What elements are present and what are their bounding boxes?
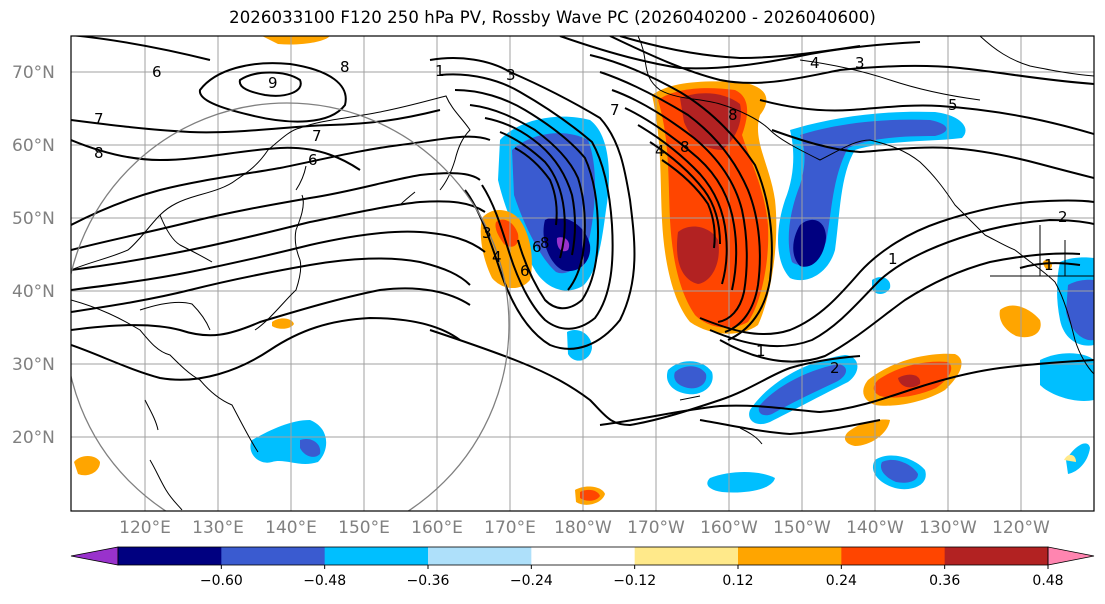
- lon-tick-label: 130°W: [919, 518, 977, 538]
- contour-label: 1: [1044, 256, 1054, 274]
- contour-label: 7: [610, 101, 620, 119]
- colorbar-tick-label: 0.36: [929, 573, 960, 589]
- colorbar-tick-label: −0.48: [303, 573, 346, 589]
- contour-label: 4: [810, 54, 820, 72]
- contour-label: 6: [520, 262, 530, 280]
- colorbar-extend-low: [70, 546, 119, 566]
- map-title: 2026033100 F120 250 hPa PV, Rossby Wave …: [229, 8, 876, 27]
- lon-tick-label: 180°W: [554, 518, 612, 538]
- contour-label: 9: [268, 74, 278, 92]
- contour-label: 8: [680, 138, 690, 156]
- contour-label: 6: [532, 238, 542, 256]
- colorbar-tick-label: −0.12: [613, 573, 656, 589]
- contour-label: 7: [312, 127, 322, 145]
- colorbar-segment: [221, 547, 326, 565]
- contour-label: 3: [506, 66, 516, 84]
- colorbar-segment: [944, 547, 1049, 565]
- colorbar-tick-label: −0.36: [407, 573, 450, 589]
- contour-label: 3: [855, 54, 865, 72]
- lon-tick-label: 130°E: [192, 518, 244, 538]
- colorbar-segment: [634, 547, 739, 565]
- pv-contour-labels: 6 8 9 7 7 8 6 1 3 4 3 5 7 8 8 4 6 3 4 6 …: [94, 54, 1068, 377]
- lon-tick-label: 120°W: [992, 518, 1050, 538]
- contour-label: 1: [888, 250, 898, 268]
- contour-label: 4: [655, 142, 665, 160]
- contour-label: 3: [482, 224, 492, 242]
- lat-tick-label: 20°N: [12, 428, 55, 448]
- colorbar-segment: [428, 547, 532, 565]
- map-frame: [70, 35, 1095, 512]
- contour-label: 4: [492, 248, 502, 266]
- colorbar-tick-label: 0.48: [1032, 573, 1063, 589]
- coastlines: [71, 36, 1094, 511]
- contour-label: 7: [94, 110, 104, 128]
- contour-label: 8: [728, 106, 738, 124]
- colorbar-tick-label: 0.12: [722, 573, 753, 589]
- reference-circle: [71, 102, 510, 511]
- lon-tick-label: 140°E: [265, 518, 317, 538]
- contour-label: 8: [94, 144, 104, 162]
- lon-tick-label: 140°W: [846, 518, 904, 538]
- lon-tick-label: 170°E: [484, 518, 536, 538]
- lon-tick-label: 160°E: [411, 518, 463, 538]
- contour-label: 8: [340, 58, 350, 76]
- contour-label: 5: [948, 96, 958, 114]
- contour-label: 2: [1058, 208, 1068, 226]
- graticule: [71, 36, 1094, 511]
- lon-tick-label: 150°W: [773, 518, 831, 538]
- contour-label: 2: [830, 359, 840, 377]
- colorbar-segment: [324, 547, 429, 565]
- colorbar-segment: [738, 547, 842, 565]
- lat-tick-label: 30°N: [12, 355, 55, 375]
- contour-label: 8: [540, 234, 550, 252]
- colorbar-tick-label: −0.24: [510, 573, 553, 589]
- lat-tick-label: 40°N: [12, 282, 55, 302]
- lon-tick-label: 150°E: [338, 518, 390, 538]
- longitude-labels: 120°E 130°E 140°E 150°E 160°E 170°E 180°…: [119, 518, 1050, 538]
- contour-label: 1: [756, 342, 766, 360]
- lon-tick-label: 120°E: [119, 518, 171, 538]
- colorbar-segment: [841, 547, 946, 565]
- contour-label: 6: [308, 151, 318, 169]
- lon-tick-label: 160°W: [700, 518, 758, 538]
- lat-tick-label: 50°N: [12, 209, 55, 229]
- colorbar-tick-label: −0.60: [200, 573, 243, 589]
- colorbar: −0.60 −0.48 −0.36 −0.24 −0.12 0.12 0.24 0.36 0.4…: [70, 546, 1095, 589]
- colorbar-extend-high: [1047, 546, 1095, 566]
- contour-label: 1: [435, 62, 445, 80]
- contour-label: 6: [152, 63, 162, 81]
- lat-tick-label: 60°N: [12, 136, 55, 156]
- colorbar-segment: [118, 547, 222, 565]
- latitude-labels: 70°N 60°N 50°N 40°N 30°N 20°N: [12, 63, 55, 448]
- colorbar-segment: [531, 547, 636, 565]
- colorbar-border: [117, 546, 1049, 566]
- pv-contours: [71, 36, 1094, 436]
- lat-tick-label: 70°N: [12, 63, 55, 83]
- lon-tick-label: 170°W: [627, 518, 685, 538]
- colorbar-tick-label: 0.24: [826, 573, 857, 589]
